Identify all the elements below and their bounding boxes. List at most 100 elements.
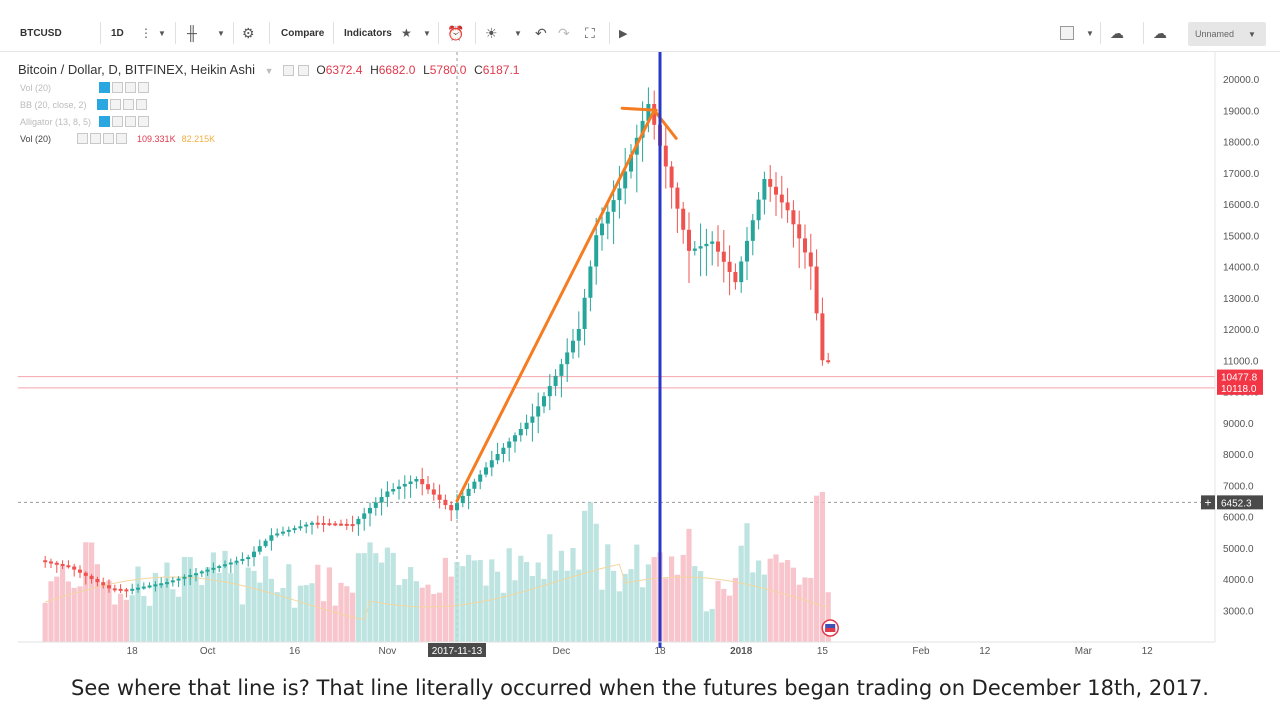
chart-toolbar: BTCUSD 1D ⋮ ▼ ╫ ▼ ⚙ Compare Indicators ★… <box>0 0 1280 52</box>
candle-body <box>310 522 314 525</box>
candle-body <box>402 484 407 487</box>
indicators-button[interactable]: Indicators <box>344 18 392 48</box>
add-alert-plus-icon[interactable]: + <box>1201 495 1215 510</box>
layout-dropdown-icon[interactable]: ▼ <box>1086 28 1094 38</box>
symbol-search-button[interactable]: BTCUSD <box>20 18 62 48</box>
candle-body <box>141 586 146 589</box>
interval-dropdown-icon[interactable]: ▼ <box>158 28 166 38</box>
volume-bar <box>123 599 129 642</box>
layout-square-icon[interactable] <box>1060 18 1074 48</box>
candle-body <box>194 573 198 576</box>
volume-bar <box>89 542 95 642</box>
plus-glyph: + <box>1204 495 1211 509</box>
volume-bar <box>338 582 344 642</box>
volume-bar <box>495 571 501 642</box>
volume-bar <box>396 585 402 642</box>
cloud-upload-icon[interactable]: ☁ <box>1153 24 1167 41</box>
interval-button[interactable]: 1D <box>111 18 124 48</box>
candle-body <box>739 261 744 283</box>
chart-grid <box>18 52 1215 642</box>
candle-body <box>281 531 285 534</box>
candle-body <box>640 120 645 138</box>
volume-bar <box>384 547 390 642</box>
volume-bar <box>106 580 112 642</box>
volume-bar <box>100 584 106 642</box>
volume-bar <box>321 601 327 642</box>
volume-bar <box>622 573 628 642</box>
study-row-vol[interactable]: Vol (20) <box>20 82 150 93</box>
volume-bar <box>425 584 431 642</box>
candle-body <box>518 429 523 436</box>
interval-more-icon[interactable]: ⋮ <box>140 26 152 40</box>
candle-body <box>797 224 802 239</box>
alert-clock-icon[interactable]: ⏰ <box>447 24 465 41</box>
layout-name-button[interactable]: Unnamed ▼ <box>1188 22 1266 46</box>
trend-line-drawing[interactable] <box>455 108 656 503</box>
chart-style-candles-icon[interactable]: ╫ <box>187 25 197 41</box>
candlesticks <box>43 87 831 598</box>
candle-body <box>54 562 59 565</box>
volume-bar <box>286 564 292 642</box>
study-row-bb[interactable]: BB (20, close, 2) <box>20 99 147 110</box>
undo-icon[interactable]: ↶ <box>535 24 547 41</box>
volume-bar <box>669 556 675 642</box>
volume-bar <box>135 566 141 642</box>
trend-line-tail[interactable] <box>620 106 658 112</box>
us-flag-event-icon[interactable] <box>821 619 839 637</box>
image-caption: See where that line is? That line litera… <box>71 676 1209 700</box>
volume-bar <box>814 495 820 642</box>
candle-body <box>681 208 686 230</box>
compare-button[interactable]: Compare <box>281 18 324 48</box>
price-chart[interactable]: 3000.0 4000.0 5000.0 6000.0 7000.0 8000.0 9000… <box>0 52 1280 662</box>
candle-body <box>176 578 181 581</box>
compare-label: Compare <box>281 27 325 39</box>
candle-body <box>234 560 239 563</box>
series-title: Bitcoin / Dollar, D, BITFINEX, Heikin As… <box>18 62 255 77</box>
volume-bar <box>645 564 651 642</box>
fullscreen-icon[interactable]: ⛶ <box>585 24 595 41</box>
volume-bar <box>263 556 269 642</box>
favorites-star-icon[interactable]: ★ <box>401 26 412 40</box>
candle-body <box>536 406 541 417</box>
volume-bar <box>60 565 66 642</box>
candle-body <box>698 246 703 249</box>
study-row-alligator[interactable]: Alligator (13, 8, 5) <box>20 116 150 127</box>
cloud-download-icon[interactable]: ☁ <box>1110 24 1124 41</box>
volume-bar <box>686 528 692 642</box>
volume-bar <box>471 560 477 642</box>
settings-gear-icon[interactable]: ⚙ <box>242 24 255 41</box>
candle-body <box>605 211 610 224</box>
candle-body <box>211 567 216 570</box>
ideas-dropdown-icon[interactable]: ▼ <box>514 28 522 38</box>
ideas-bulb-icon[interactable]: ☀ <box>485 24 498 41</box>
volume-bar <box>790 567 796 642</box>
volume-bar <box>408 567 414 642</box>
candle-body <box>756 199 761 221</box>
x-tick-label: 18 <box>654 646 666 657</box>
redo-icon[interactable]: ↷ <box>558 24 570 41</box>
candle-body <box>333 523 338 526</box>
candle-body <box>443 499 448 506</box>
replay-play-icon[interactable]: ▶ <box>619 27 628 40</box>
x-tick-label: Nov <box>379 646 397 657</box>
candle-body <box>252 551 256 558</box>
study-label: Alligator (13, 8, 5) <box>20 116 92 127</box>
y-tick-label: 11000.0 <box>1223 356 1259 367</box>
x-tick-label: 12 <box>1142 646 1154 657</box>
volume-bar <box>164 562 170 642</box>
chart-style-dropdown-icon[interactable]: ▼ <box>217 28 225 38</box>
trend-line-drop[interactable] <box>652 108 678 140</box>
favorites-dropdown-icon[interactable]: ▼ <box>423 28 431 38</box>
study-row-volume[interactable]: Vol (20) 109.331K 82.215K <box>20 133 215 144</box>
volume-bar <box>158 584 164 642</box>
volume-bar <box>274 592 280 642</box>
close-label: C <box>474 63 483 77</box>
candle-body <box>692 248 697 251</box>
volume-bar <box>756 560 762 642</box>
volume-bar <box>489 559 495 642</box>
candle-body <box>600 223 604 236</box>
volume-bar <box>616 591 622 642</box>
candle-body <box>727 261 732 272</box>
candle-body <box>814 266 819 314</box>
volume-bar <box>228 573 234 642</box>
